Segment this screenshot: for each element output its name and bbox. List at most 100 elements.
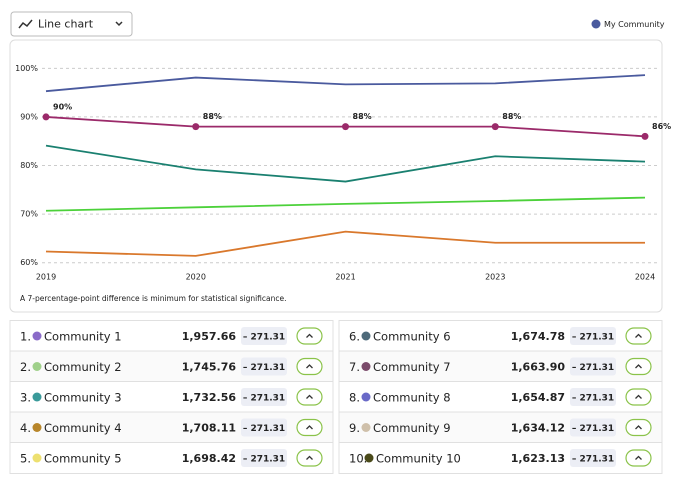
rank: 8. — [349, 391, 360, 405]
community-value: 1,745.76 — [182, 361, 237, 374]
chevron-up — [635, 364, 642, 369]
data-label: 88% — [502, 112, 521, 121]
expand-button[interactable] — [625, 388, 652, 406]
series-line — [45, 74, 646, 93]
community-row: 4. Community 4 1,708.11 – 271.31 — [9, 411, 334, 444]
community-value: 1,634.12 — [511, 422, 565, 435]
community-dot — [361, 362, 371, 371]
rank: 4. — [20, 421, 31, 435]
delta: – 271.31 — [243, 363, 285, 373]
delta-pill — [570, 449, 616, 467]
community-name: Community 10 — [376, 452, 461, 466]
y-tick-label: 60% — [20, 258, 38, 267]
rank: 3. — [20, 391, 31, 405]
delta-pill — [241, 357, 287, 376]
x-tick-label: 2021 — [335, 273, 355, 282]
community-row: 3. Community 3 1,732.56 – 271.31 — [9, 381, 334, 413]
dropdown-box[interactable] — [10, 11, 133, 37]
rank: 9. — [349, 421, 360, 435]
expand-button[interactable] — [296, 418, 323, 437]
community-value: 1,623.13 — [511, 452, 565, 465]
delta: – 271.31 — [243, 394, 285, 404]
chevron-up — [306, 333, 313, 338]
point — [342, 123, 349, 131]
expand-button[interactable] — [296, 449, 323, 467]
community-row: 2. Community 2 1,745.76 – 271.31 — [9, 350, 334, 383]
data-label: 88% — [203, 112, 222, 121]
chevron-up — [306, 394, 313, 399]
expand-button[interactable] — [625, 449, 652, 467]
delta-pill — [241, 449, 287, 467]
dropdown-label[interactable]: Line chart — [38, 18, 94, 31]
series-line — [45, 144, 646, 183]
expand-button[interactable] — [625, 357, 652, 376]
delta-pill — [570, 388, 616, 406]
community-name: Community 6 — [373, 330, 451, 344]
community-name: Community 8 — [373, 391, 451, 405]
chevron-up — [635, 394, 642, 399]
rank: 6. — [349, 330, 360, 344]
y-tick-label: 70% — [20, 210, 38, 219]
community-row: 6. Community 6 1,674.78 – 271.31 — [338, 320, 663, 352]
community-row: 8. Community 8 1,654.87 – 271.31 — [338, 381, 663, 413]
data-label: 90% — [53, 102, 72, 111]
delta: – 271.31 — [243, 424, 285, 434]
delta: – 271.31 — [572, 333, 614, 343]
community-row: 7. Community 7 1,663.90 – 271.31 — [338, 350, 663, 383]
community-dot — [364, 453, 374, 463]
community-name: Community 4 — [44, 421, 122, 435]
point — [42, 113, 50, 121]
series-line — [45, 230, 645, 257]
y-tick-label: 80% — [20, 161, 38, 170]
expand-button[interactable] — [625, 418, 652, 437]
chevron-up — [306, 425, 313, 430]
delta: – 271.31 — [572, 363, 614, 373]
rank: 2. — [20, 360, 31, 374]
community-dot — [32, 453, 42, 463]
expand-button[interactable] — [296, 388, 323, 406]
chevron-icon — [115, 21, 123, 27]
chevron-up — [635, 425, 642, 430]
expand-button[interactable] — [625, 327, 652, 345]
expand-button[interactable] — [296, 357, 323, 376]
community-row: 9. Community 9 1,634.12 – 271.31 — [338, 411, 663, 444]
x-tick-label: 2019 — [36, 273, 56, 282]
chevron-up — [306, 455, 313, 460]
line-icon — [18, 19, 33, 29]
community-name: Community 1 — [44, 330, 122, 344]
chart-card — [9, 39, 663, 313]
community-row: 10. Community 10 1,623.13 – 271.31 — [338, 442, 663, 474]
community-name: Community 3 — [44, 391, 122, 405]
delta: – 271.31 — [572, 394, 614, 404]
rank: 10. — [349, 452, 367, 466]
rank: 7. — [349, 360, 360, 374]
community-dot — [32, 331, 42, 341]
community-name: Community 9 — [373, 421, 451, 435]
community-value: 1,654.87 — [511, 391, 565, 404]
community-dot — [32, 362, 42, 371]
legend-marker — [591, 19, 601, 29]
chevron-up — [306, 364, 313, 369]
community-value: 1,663.90 — [511, 361, 566, 374]
community-value: 1,708.11 — [182, 422, 236, 435]
rank: 5. — [20, 452, 31, 466]
expand-button[interactable] — [296, 327, 323, 345]
delta-pill — [241, 388, 287, 406]
x-tick-label: 2023 — [485, 273, 505, 282]
delta: – 271.31 — [572, 455, 614, 465]
community-value: 1,674.78 — [511, 330, 565, 343]
dropdown[interactable]: Line chart — [10, 11, 133, 37]
community-dot — [361, 392, 371, 402]
series-line — [45, 196, 646, 212]
delta: – 271.31 — [243, 455, 285, 465]
data-label: 86% — [652, 122, 671, 131]
community-dot — [32, 392, 42, 402]
delta: – 271.31 — [572, 424, 614, 434]
y-tick-label: 100% — [15, 64, 38, 73]
community-dot — [32, 423, 42, 432]
delta-pill — [241, 418, 287, 437]
community-row: 1. Community 1 1,957.66 – 271.31 — [9, 320, 334, 352]
chart-note: A 7-percentage-point difference is minim… — [20, 294, 286, 303]
